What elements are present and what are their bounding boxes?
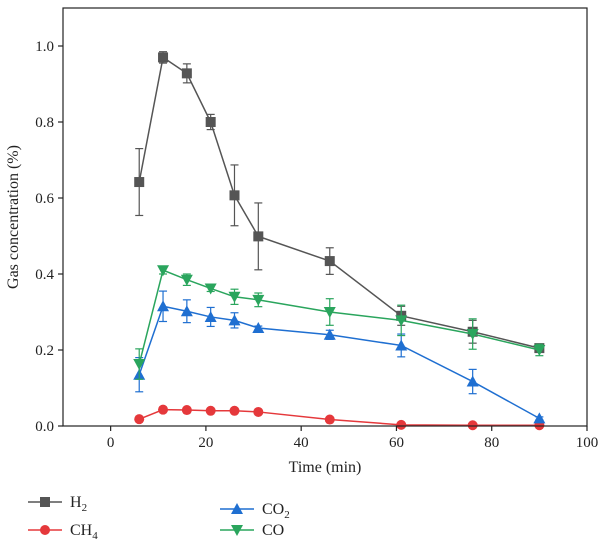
- data-point-co2: [323, 328, 336, 340]
- series-ch4: [134, 404, 545, 431]
- data-point-co: [466, 329, 479, 341]
- data-point-co: [533, 345, 546, 356]
- legend-label: CH4: [70, 522, 98, 541]
- y-axis-title: Gas concentration (%): [5, 145, 22, 289]
- data-point-ch4: [205, 405, 216, 416]
- data-point-co: [133, 359, 146, 371]
- data-point-co: [252, 294, 265, 306]
- data-point-ch4: [253, 406, 264, 417]
- series-h2: [134, 51, 545, 354]
- data-point-h2: [205, 117, 216, 127]
- x-tick-label: 0: [107, 435, 115, 451]
- x-tick-label: 20: [198, 435, 213, 451]
- data-point-co: [157, 265, 170, 277]
- x-tick-label: 40: [294, 435, 309, 451]
- data-point-h2: [229, 190, 240, 201]
- legend-item-h2: H2: [28, 494, 87, 514]
- y-tick-label: 0.8: [35, 115, 54, 131]
- data-point-h2: [158, 52, 169, 63]
- data-point-h2: [253, 231, 264, 242]
- data-point-ch4: [396, 419, 407, 430]
- x-tick-label: 80: [484, 435, 499, 451]
- legend-label: H2: [70, 494, 87, 514]
- data-point-co2: [228, 314, 241, 326]
- legend-label: CO2: [262, 501, 290, 521]
- data-point-co2: [252, 321, 265, 333]
- data-point-co2: [395, 339, 408, 351]
- y-tick-label: 1.0: [35, 39, 54, 55]
- data-point-ch4: [467, 420, 478, 431]
- x-axis-title: Time (min): [289, 459, 362, 476]
- data-point-co: [395, 315, 408, 327]
- legend-marker: [40, 497, 50, 507]
- data-point-ch4: [324, 414, 335, 425]
- legend-label: CO: [262, 522, 284, 539]
- y-tick-label: 0.0: [35, 419, 54, 435]
- y-tick-label: 0.4: [35, 267, 54, 283]
- series-co: [133, 265, 546, 380]
- series-line-h2: [138, 56, 540, 349]
- legend-marker: [231, 525, 243, 536]
- data-point-co2: [180, 305, 193, 317]
- legend-item-co2: CO2: [220, 501, 290, 521]
- series-line-co: [138, 269, 540, 365]
- axes: 0 20 40 60 80 100 0.0 0.2 0.4 0.6 0.8 1.0: [35, 7, 599, 451]
- data-point-h2: [181, 68, 192, 79]
- legend-marker: [40, 525, 50, 535]
- x-tick-label: 60: [389, 435, 404, 451]
- data-point-ch4: [229, 405, 240, 416]
- y-tick-label: 0.6: [35, 191, 54, 207]
- data-point-co: [180, 274, 193, 286]
- data-point-ch4: [181, 405, 192, 416]
- data-point-co2: [204, 310, 217, 322]
- series-line-co2: [138, 305, 540, 420]
- series-co2: [133, 290, 546, 424]
- data-point-co: [228, 291, 241, 303]
- data-point-co: [204, 283, 217, 295]
- series-line-ch4: [138, 408, 540, 426]
- plot-area: [133, 51, 546, 431]
- legend-item-ch4: CH4: [28, 522, 98, 541]
- data-point-co: [323, 307, 336, 318]
- data-point-co2: [157, 300, 170, 312]
- data-point-h2: [324, 256, 335, 267]
- data-point-h2: [134, 177, 145, 188]
- data-point-ch4: [134, 414, 145, 425]
- y-tick-label: 0.2: [35, 343, 54, 359]
- data-point-co2: [533, 412, 546, 424]
- legend-marker: [231, 503, 243, 514]
- plot-frame: [62, 7, 588, 427]
- data-point-co2: [466, 375, 479, 387]
- x-tick-label: 100: [576, 435, 599, 451]
- legend-item-co: CO: [220, 522, 284, 539]
- data-point-ch4: [158, 404, 169, 415]
